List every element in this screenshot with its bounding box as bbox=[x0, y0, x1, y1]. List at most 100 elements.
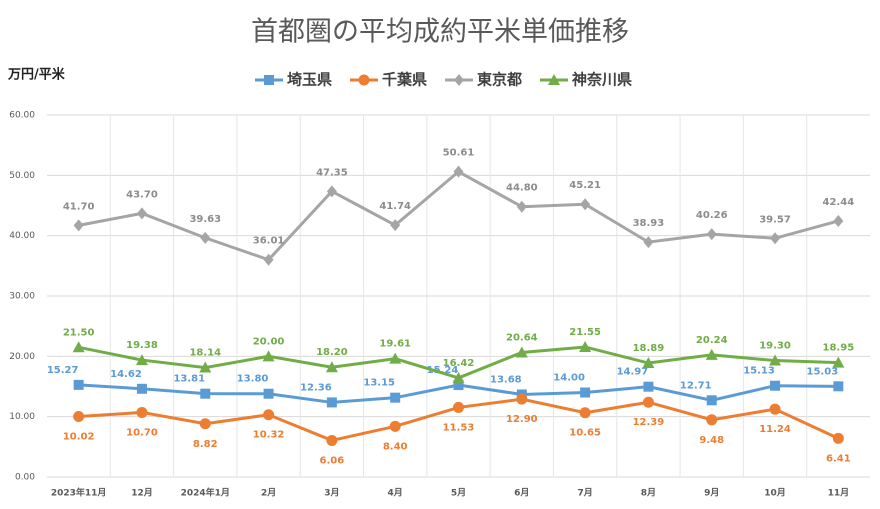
data-label: 44.80 bbox=[506, 183, 538, 194]
marker bbox=[136, 406, 148, 418]
data-label: 19.61 bbox=[379, 339, 411, 350]
data-label: 36.01 bbox=[253, 236, 285, 247]
data-label: 19.30 bbox=[759, 341, 791, 352]
data-label: 9.48 bbox=[699, 435, 724, 446]
marker bbox=[263, 388, 274, 399]
x-tick-label: 9月 bbox=[704, 488, 719, 499]
data-label: 50.61 bbox=[443, 148, 475, 159]
marker bbox=[706, 395, 717, 406]
marker bbox=[643, 381, 654, 392]
marker bbox=[580, 198, 591, 211]
marker bbox=[706, 228, 717, 241]
marker bbox=[705, 348, 718, 360]
data-label: 15.27 bbox=[47, 365, 79, 376]
legend-label: 千葉県 bbox=[382, 71, 427, 89]
data-label: 10.32 bbox=[253, 430, 285, 441]
marker bbox=[452, 371, 465, 383]
marker bbox=[832, 432, 844, 444]
marker bbox=[833, 214, 844, 227]
data-label: 42.44 bbox=[823, 197, 855, 208]
x-tick-label: 4月 bbox=[388, 488, 403, 499]
data-label: 41.74 bbox=[379, 201, 411, 212]
data-label: 12.71 bbox=[680, 380, 712, 391]
marker bbox=[770, 380, 781, 391]
marker bbox=[516, 200, 527, 213]
data-label: 43.70 bbox=[126, 189, 158, 200]
data-label: 10.02 bbox=[63, 432, 95, 443]
x-tick-label: 2月 bbox=[261, 488, 276, 499]
marker bbox=[833, 381, 844, 392]
y-tick-label: 10.00 bbox=[9, 412, 35, 422]
marker bbox=[390, 392, 401, 403]
marker bbox=[136, 207, 147, 220]
marker bbox=[73, 411, 85, 423]
marker bbox=[326, 185, 337, 198]
marker bbox=[325, 361, 338, 373]
data-label: 11.24 bbox=[759, 424, 791, 435]
marker bbox=[832, 356, 845, 368]
x-tick-label: 3月 bbox=[324, 488, 339, 499]
data-label: 39.57 bbox=[759, 214, 791, 225]
marker bbox=[770, 232, 781, 245]
data-label: 18.89 bbox=[633, 343, 665, 354]
data-label: 15.24 bbox=[427, 365, 459, 376]
data-label: 12.39 bbox=[633, 417, 665, 428]
data-label: 14.62 bbox=[110, 369, 142, 380]
marker bbox=[579, 340, 592, 352]
marker bbox=[326, 434, 338, 446]
data-label: 40.26 bbox=[696, 210, 728, 221]
x-tick-label: 11月 bbox=[828, 488, 850, 499]
data-label: 13.80 bbox=[237, 374, 269, 385]
marker bbox=[453, 401, 464, 413]
marker bbox=[515, 346, 528, 358]
marker bbox=[769, 354, 782, 366]
data-label: 11.53 bbox=[443, 422, 475, 433]
data-label: 18.14 bbox=[189, 348, 221, 359]
marker bbox=[72, 341, 85, 353]
marker bbox=[200, 388, 211, 399]
marker bbox=[769, 403, 781, 415]
x-tick-label: 6月 bbox=[514, 488, 529, 499]
data-label: 6.06 bbox=[320, 455, 345, 466]
marker bbox=[643, 236, 654, 249]
marker bbox=[580, 387, 591, 398]
x-tick-label: 2023年11月 bbox=[51, 487, 107, 499]
data-label: 13.68 bbox=[490, 374, 522, 385]
y-tick-label: 50.00 bbox=[9, 171, 35, 181]
x-tick-label: 12月 bbox=[131, 488, 153, 499]
legend-label: 埼玉県 bbox=[287, 71, 332, 89]
data-label: 15.13 bbox=[743, 366, 775, 377]
marker bbox=[453, 165, 464, 178]
y-tick-label: 20.00 bbox=[9, 352, 35, 362]
data-label: 10.70 bbox=[126, 427, 158, 438]
marker bbox=[262, 350, 275, 362]
data-label: 6.41 bbox=[826, 453, 851, 464]
data-label: 15.03 bbox=[807, 366, 839, 377]
marker bbox=[358, 74, 370, 86]
y-axis-title: 万円/平米 bbox=[7, 67, 66, 83]
data-label: 12.90 bbox=[506, 414, 538, 425]
data-label: 14.00 bbox=[553, 373, 585, 384]
data-label: 12.36 bbox=[300, 382, 332, 393]
marker bbox=[199, 418, 211, 430]
marker bbox=[389, 352, 402, 364]
marker bbox=[516, 393, 528, 405]
marker bbox=[389, 420, 401, 432]
data-label: 19.38 bbox=[126, 340, 158, 351]
data-label: 8.40 bbox=[383, 441, 408, 452]
marker bbox=[390, 219, 401, 232]
y-tick-label: 30.00 bbox=[9, 292, 35, 302]
data-label: 47.35 bbox=[316, 167, 348, 178]
x-tick-label: 2024年1月 bbox=[181, 487, 230, 499]
y-tick-label: 0.00 bbox=[15, 473, 35, 483]
data-label: 10.65 bbox=[569, 428, 601, 439]
data-label: 18.20 bbox=[316, 347, 348, 358]
data-label: 20.00 bbox=[253, 336, 285, 347]
data-label: 21.55 bbox=[569, 327, 601, 338]
marker bbox=[73, 379, 84, 390]
data-label: 13.15 bbox=[363, 378, 395, 389]
data-label: 45.21 bbox=[569, 180, 601, 191]
data-label: 21.50 bbox=[63, 327, 95, 338]
data-label: 14.97 bbox=[617, 367, 649, 378]
